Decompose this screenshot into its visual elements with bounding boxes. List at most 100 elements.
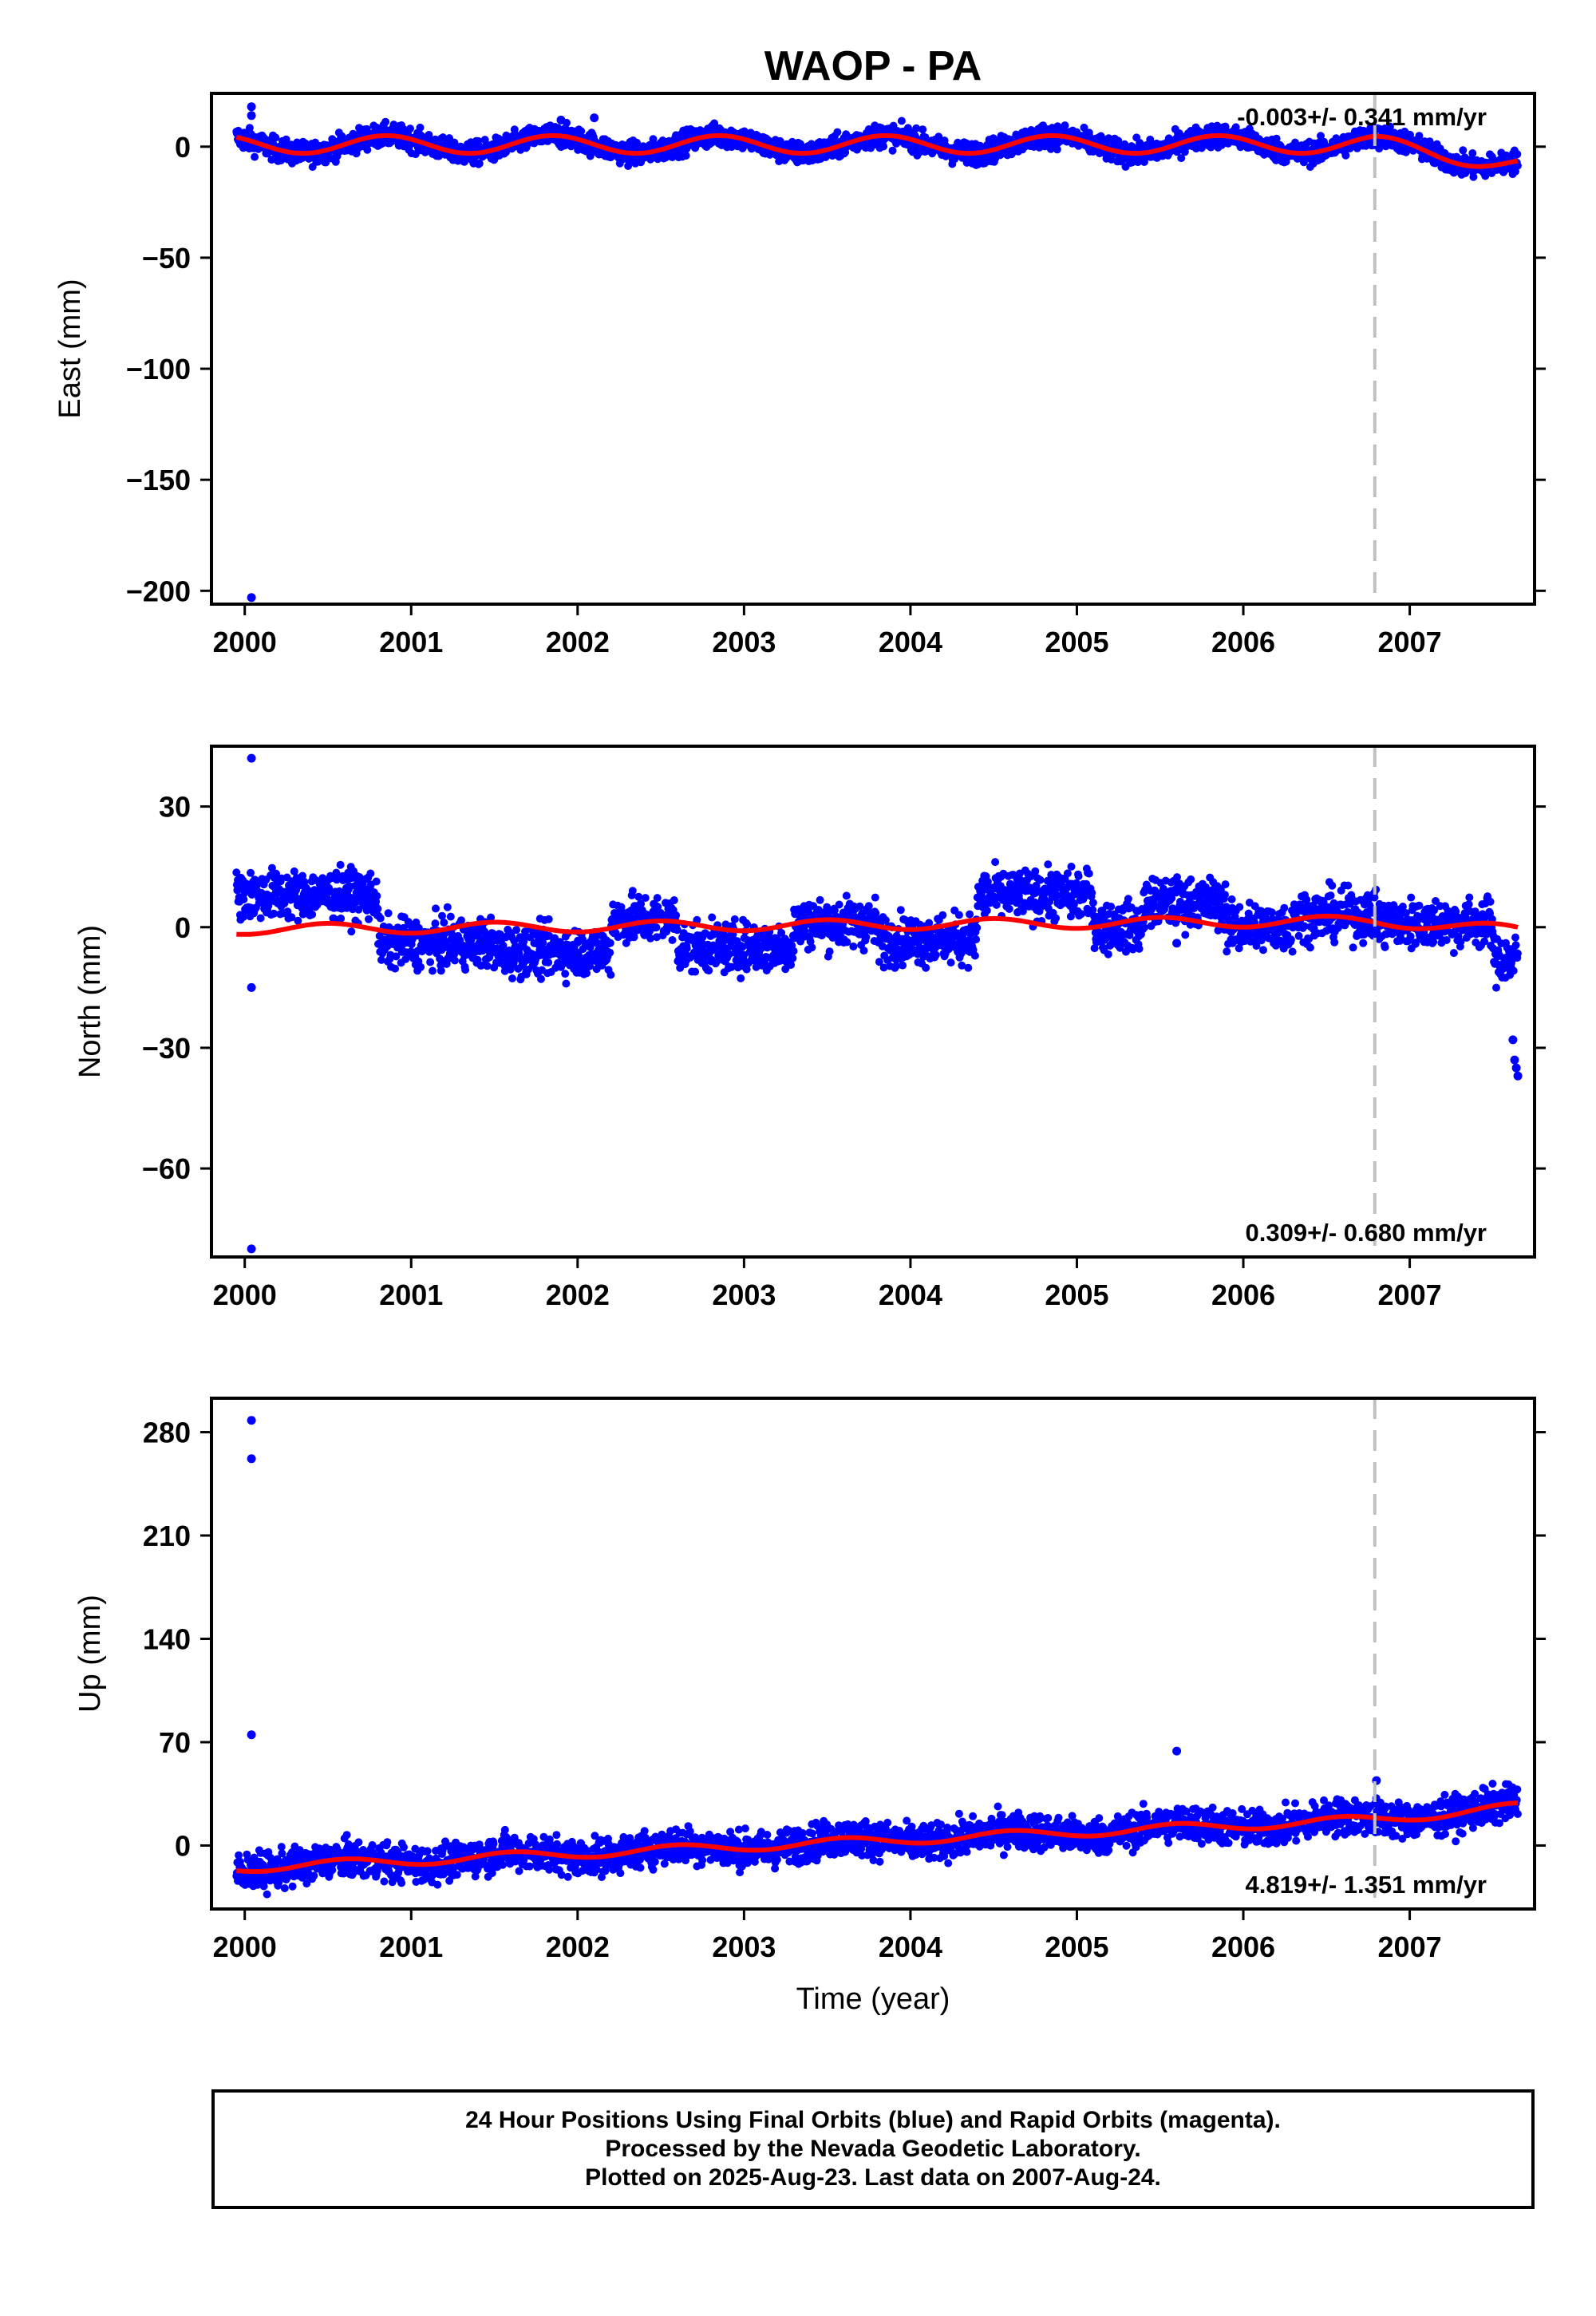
data-point — [918, 125, 927, 134]
data-point — [833, 128, 842, 136]
data-point — [425, 131, 433, 139]
plot-frame — [210, 92, 1536, 606]
data-point — [1459, 146, 1468, 155]
data-point — [1018, 907, 1027, 915]
data-point — [432, 904, 440, 913]
data-point — [333, 875, 341, 884]
data-point — [1187, 875, 1195, 883]
data-point — [443, 903, 452, 911]
data-point — [1061, 121, 1069, 130]
data-point — [1088, 888, 1096, 897]
data-point — [457, 916, 465, 925]
data-point — [630, 933, 638, 942]
data-point — [1146, 135, 1155, 144]
data-point — [1173, 873, 1181, 882]
data-point — [871, 893, 879, 902]
data-point — [617, 903, 626, 911]
data-point — [272, 869, 280, 878]
data-point — [725, 950, 733, 958]
data-point — [365, 915, 373, 923]
data-point — [740, 951, 749, 959]
data-point — [239, 913, 247, 921]
data-point — [1135, 944, 1144, 953]
data-point — [787, 961, 796, 969]
data-point — [373, 904, 382, 913]
data-point — [366, 869, 375, 878]
data-point — [521, 927, 529, 936]
data-point — [400, 923, 408, 932]
data-point — [710, 119, 719, 128]
data-point — [1084, 869, 1093, 878]
data-point — [391, 964, 400, 973]
data-point — [879, 142, 888, 151]
data-point — [451, 956, 459, 965]
data-point — [843, 938, 851, 947]
rate-label: -0.003+/- 0.341 mm/yr — [1237, 103, 1487, 131]
x-tick-label: 2006 — [1211, 626, 1275, 658]
data-point — [1124, 895, 1132, 903]
data-point — [251, 152, 259, 161]
x-tick-label: 2003 — [712, 626, 776, 658]
data-point — [899, 961, 907, 970]
data-point — [1221, 122, 1230, 131]
data-point — [539, 939, 547, 947]
data-point — [825, 947, 834, 956]
data-point — [708, 913, 717, 922]
data-point — [1415, 132, 1424, 140]
data-point — [1069, 900, 1078, 909]
data-point — [586, 943, 595, 951]
data-point — [510, 936, 519, 945]
data-point — [1052, 914, 1061, 923]
data-point — [737, 974, 745, 982]
outlier-point — [556, 115, 566, 124]
chart-title: WAOP - PA — [764, 43, 982, 89]
data-point — [1067, 862, 1076, 871]
data-point — [1104, 950, 1112, 958]
data-point — [450, 138, 459, 147]
data-point — [912, 124, 921, 132]
data-point — [973, 923, 982, 932]
data-point — [1080, 123, 1088, 132]
data-point — [888, 146, 897, 155]
data-point — [475, 159, 484, 168]
data-point — [654, 903, 662, 911]
data-point — [487, 913, 496, 922]
data-point — [892, 962, 901, 970]
data-point — [1181, 931, 1190, 939]
data-point — [1066, 912, 1075, 921]
data-point — [461, 966, 470, 974]
data-point — [958, 961, 966, 970]
y-tick-label: −50 — [142, 242, 191, 275]
data-point — [817, 931, 826, 940]
data-point — [897, 117, 906, 125]
data-point — [1469, 172, 1478, 181]
data-point — [1036, 875, 1045, 884]
data-point — [381, 117, 390, 126]
data-point — [426, 958, 435, 966]
data-point — [232, 868, 241, 877]
data-point — [1063, 869, 1072, 878]
data-point — [682, 944, 691, 953]
data-point — [1005, 904, 1013, 913]
data-point — [1088, 899, 1097, 907]
x-tick-label: 2001 — [379, 626, 443, 658]
data-point — [1053, 145, 1061, 154]
data-point — [556, 938, 564, 947]
data-point — [957, 950, 966, 958]
data-point — [954, 911, 963, 919]
data-point — [730, 915, 739, 923]
data-point — [1317, 132, 1325, 140]
data-point — [830, 906, 839, 915]
data-point — [287, 913, 296, 922]
y-tick-label: −200 — [126, 575, 191, 607]
data-point — [270, 909, 279, 918]
data-point — [628, 887, 637, 895]
data-point — [446, 912, 455, 921]
data-point — [896, 906, 905, 915]
data-point — [437, 966, 445, 975]
data-point — [796, 140, 805, 148]
data-point — [544, 915, 553, 923]
data-point — [1077, 910, 1085, 919]
data-point — [966, 910, 974, 919]
